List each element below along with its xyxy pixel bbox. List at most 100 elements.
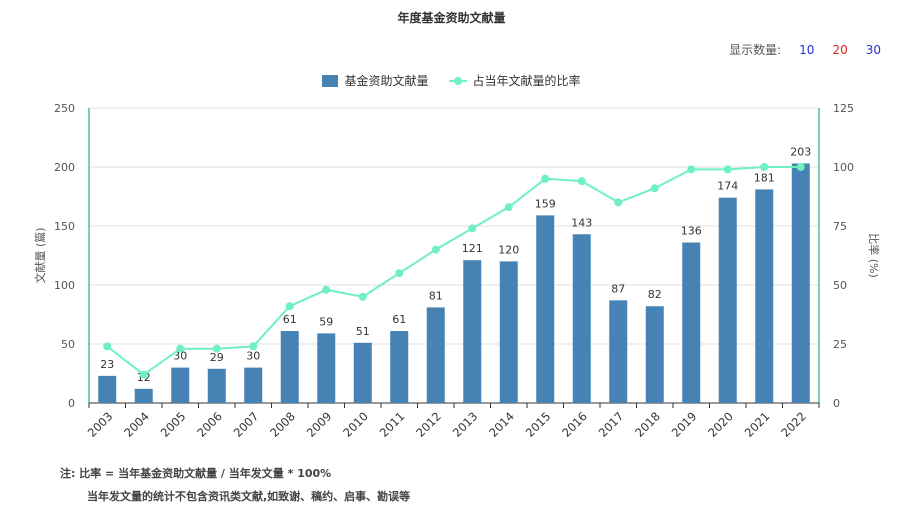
display-count-option-20[interactable]: 20 <box>832 42 848 57</box>
display-count-option-30[interactable]: 30 <box>865 42 881 57</box>
bar-value-label: 82 <box>648 288 662 301</box>
bar <box>426 307 445 403</box>
bar-value-label: 30 <box>246 350 260 363</box>
ratio-point <box>139 370 148 379</box>
bar-value-label: 87 <box>611 282 625 295</box>
ratio-point <box>395 269 404 278</box>
y2-tick-label: 0 <box>833 397 840 410</box>
x-tick-label: 2019 <box>669 409 700 440</box>
y-tick-label: 50 <box>61 338 75 351</box>
ratio-point <box>723 165 732 174</box>
bar <box>244 367 263 403</box>
bar <box>463 260 482 403</box>
x-tick-label: 2020 <box>705 409 736 440</box>
x-tick-label: 2007 <box>231 409 262 440</box>
chart-legend: 基金资助文献量 占当年文献量的比率 <box>0 72 903 89</box>
ratio-line <box>106 166 801 376</box>
bar-value-label: 203 <box>790 145 811 158</box>
ratio-point <box>796 163 805 171</box>
bar <box>134 388 153 403</box>
ratio-point <box>614 198 623 207</box>
ratio-point <box>285 302 294 311</box>
x-tick-label: 2021 <box>742 409 773 440</box>
ratio-point <box>504 203 513 212</box>
legend-item-bar[interactable]: 基金资助文献量 <box>322 72 429 89</box>
x-tick-label: 2004 <box>121 409 152 440</box>
legend-bar-swatch <box>322 74 339 87</box>
bar-value-label: 81 <box>429 289 443 302</box>
x-tick-label: 2006 <box>194 409 225 440</box>
x-tick-label: 2003 <box>85 409 116 440</box>
bar-value-label: 61 <box>283 313 297 326</box>
legend-line-swatch <box>448 75 467 87</box>
ratio-point <box>249 342 258 351</box>
x-tick-label: 2005 <box>158 409 189 440</box>
ratio-point <box>468 224 477 233</box>
note-line-1: 注: 比率 = 当年基金资助文献量 / 当年发文量 * 100% <box>60 467 332 480</box>
bar-value-label: 181 <box>754 171 775 184</box>
bar-value-label: 59 <box>319 315 333 328</box>
bar <box>645 306 664 403</box>
ratio-point <box>103 342 112 351</box>
ratio-point <box>687 165 696 174</box>
y-tick-label: 0 <box>68 397 75 410</box>
x-tick-label: 2009 <box>304 409 335 440</box>
y-tick-label: 250 <box>54 102 75 115</box>
ratio-point <box>577 177 586 186</box>
bar-value-label: 23 <box>100 358 114 371</box>
bar-value-label: 136 <box>681 225 702 238</box>
bar <box>682 242 701 403</box>
y2-axis-title: 比率 (%) <box>867 233 881 278</box>
y2-tick-label: 100 <box>833 161 854 174</box>
chart-title: 年度基金资助文献量 <box>397 11 506 25</box>
bar-value-label: 174 <box>717 180 738 193</box>
legend-item-line[interactable]: 占当年文献量的比率 <box>448 72 581 89</box>
y-axis-title: 文献量 (篇) <box>33 227 47 283</box>
y2-tick-label: 25 <box>833 338 847 351</box>
ratio-point <box>212 344 221 353</box>
bar <box>353 342 372 403</box>
x-tick-label: 2018 <box>632 409 663 440</box>
legend-bar-label: 基金资助文献量 <box>344 74 429 88</box>
y-tick-label: 150 <box>54 220 75 233</box>
x-tick-label: 2010 <box>340 409 371 440</box>
ratio-point <box>431 245 440 254</box>
bar <box>791 163 810 403</box>
ratio-point <box>358 292 367 301</box>
bar <box>98 375 117 403</box>
bar <box>317 333 336 403</box>
x-tick-label: 2008 <box>267 409 298 440</box>
y2-tick-label: 50 <box>833 279 847 292</box>
bar <box>755 189 774 403</box>
bar <box>280 331 299 403</box>
x-tick-label: 2017 <box>596 409 627 440</box>
ratio-point <box>322 285 331 294</box>
bar <box>499 261 518 403</box>
bar-value-label: 120 <box>498 243 519 256</box>
bar-value-label: 143 <box>571 216 592 229</box>
display-count-selector: 显示数量: 10 20 30 <box>729 41 881 58</box>
display-count-option-10[interactable]: 10 <box>799 42 815 57</box>
ratio-point <box>541 174 550 183</box>
note-line-2: 当年发文量的统计不包含资讯类文献,如致谢、稿约、启事、勘误等 <box>87 490 411 503</box>
ratio-point <box>760 163 769 171</box>
bar-value-label: 30 <box>173 350 187 363</box>
bar <box>390 331 409 403</box>
ratio-point <box>650 184 659 193</box>
display-count-label: 显示数量: <box>729 43 782 57</box>
bar <box>207 368 226 403</box>
bar-value-label: 159 <box>535 197 556 210</box>
x-tick-label: 2013 <box>450 409 481 440</box>
x-tick-label: 2022 <box>778 409 809 440</box>
x-tick-label: 2011 <box>377 409 408 440</box>
bar <box>609 300 628 403</box>
bar <box>718 197 737 403</box>
bar <box>536 215 555 403</box>
y2-tick-label: 125 <box>833 102 854 115</box>
ratio-point <box>176 344 185 353</box>
bar <box>171 367 190 403</box>
y-tick-label: 200 <box>54 161 75 174</box>
bar <box>572 234 591 403</box>
x-tick-label: 2015 <box>523 409 554 440</box>
y2-tick-label: 75 <box>833 220 847 233</box>
